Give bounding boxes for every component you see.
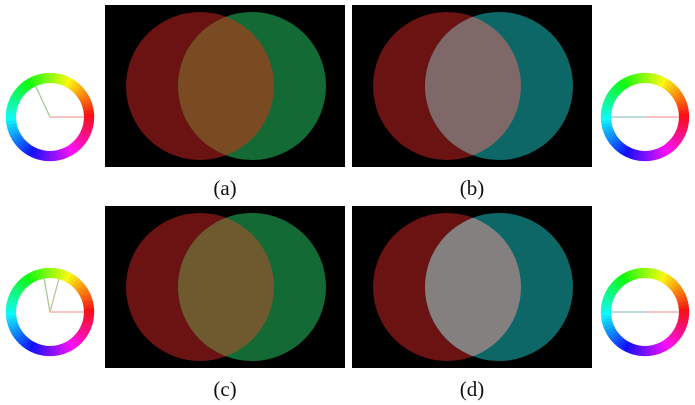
caption-d: (d) — [459, 377, 485, 401]
caption-b: (b) — [459, 176, 485, 200]
panel-d — [352, 206, 592, 368]
caption-a: (a) — [213, 176, 237, 200]
hue-ring — [5, 72, 95, 162]
hue-ring — [5, 267, 95, 357]
overlap-region — [425, 213, 521, 361]
panel-b — [352, 5, 592, 167]
hue-indicator-line — [49, 279, 60, 313]
hue-ring — [600, 72, 690, 162]
color-wheel-c — [3, 265, 97, 359]
overlap-region — [425, 12, 521, 160]
hue-indicator-line — [35, 86, 51, 118]
color-wheel-d — [598, 265, 692, 359]
hue-ring — [600, 267, 690, 357]
panel-c — [105, 206, 345, 368]
color-wheel-a — [3, 70, 97, 164]
overlap-region — [178, 12, 274, 160]
panel-a — [105, 5, 345, 167]
caption-c: (c) — [213, 377, 237, 401]
color-wheel-b — [598, 70, 692, 164]
overlap-region — [178, 213, 274, 361]
hue-indicator-line — [43, 278, 51, 313]
